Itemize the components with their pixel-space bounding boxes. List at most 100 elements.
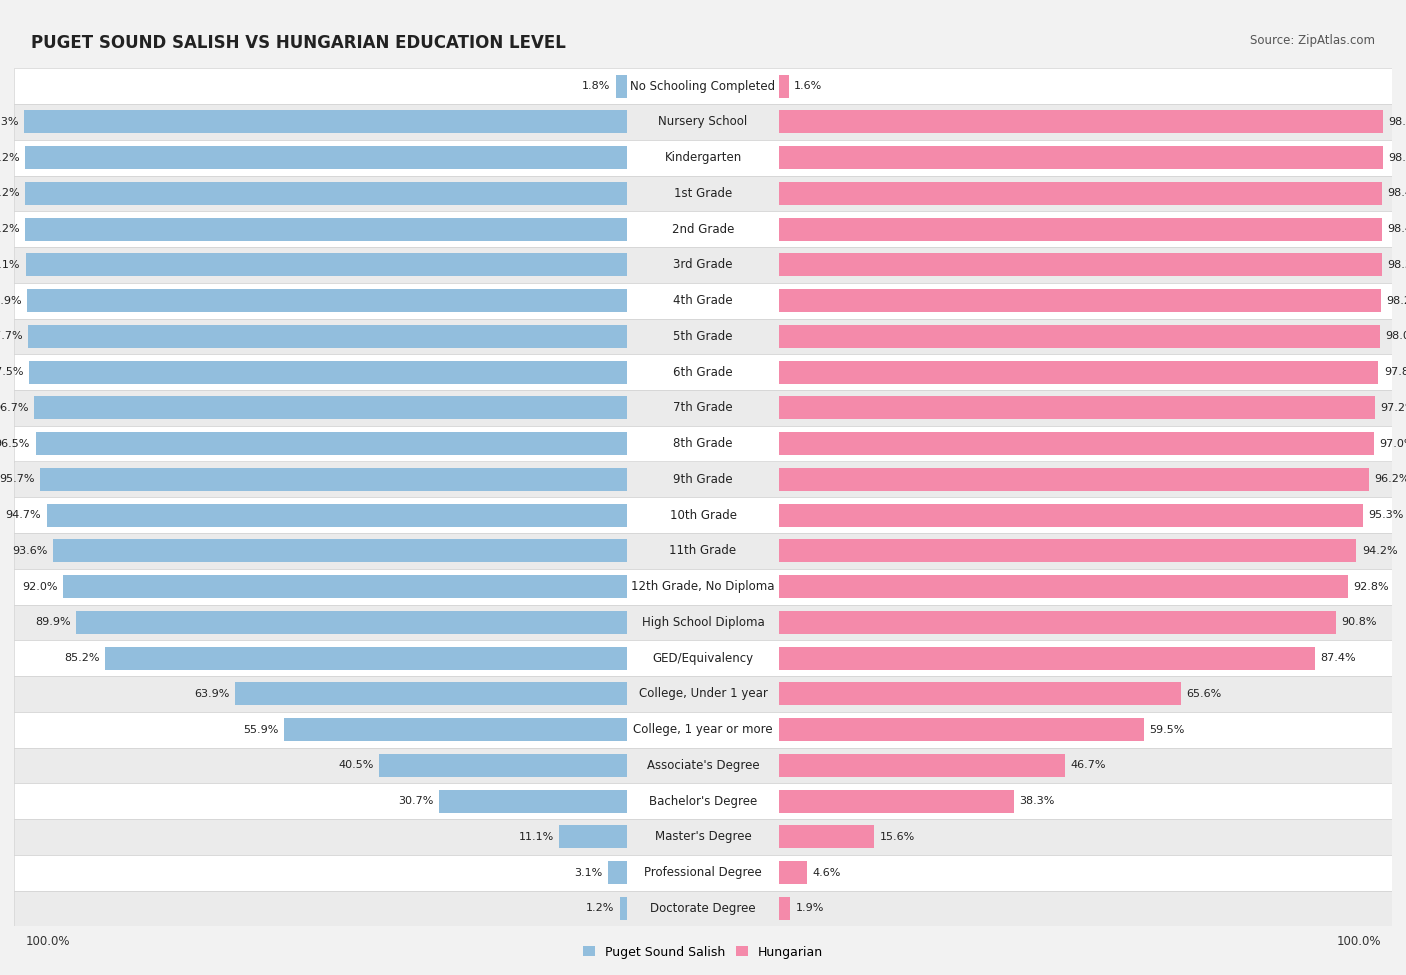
Bar bbox=[25, 146, 627, 170]
Bar bbox=[28, 325, 627, 348]
Text: 98.2%: 98.2% bbox=[0, 153, 20, 163]
Text: 11.1%: 11.1% bbox=[519, 832, 554, 841]
Bar bbox=[53, 539, 627, 563]
Text: 95.7%: 95.7% bbox=[0, 475, 35, 485]
Bar bbox=[14, 783, 1392, 819]
Text: 1st Grade: 1st Grade bbox=[673, 187, 733, 200]
Bar bbox=[779, 181, 1382, 205]
Text: 98.5%: 98.5% bbox=[1388, 153, 1406, 163]
Text: Professional Degree: Professional Degree bbox=[644, 866, 762, 879]
Text: 55.9%: 55.9% bbox=[243, 724, 278, 734]
Bar bbox=[14, 212, 1392, 247]
Text: 8th Grade: 8th Grade bbox=[673, 437, 733, 450]
Text: 98.2%: 98.2% bbox=[0, 188, 20, 198]
Text: 97.0%: 97.0% bbox=[1379, 439, 1406, 448]
Text: Bachelor's Degree: Bachelor's Degree bbox=[650, 795, 756, 807]
Text: Doctorate Degree: Doctorate Degree bbox=[650, 902, 756, 915]
Bar bbox=[779, 146, 1382, 170]
Bar bbox=[34, 396, 627, 419]
Text: 98.2%: 98.2% bbox=[0, 224, 20, 234]
Bar bbox=[779, 646, 1315, 670]
Text: 63.9%: 63.9% bbox=[194, 689, 231, 699]
Text: 1.8%: 1.8% bbox=[582, 81, 610, 91]
Text: 97.7%: 97.7% bbox=[0, 332, 22, 341]
Bar bbox=[14, 533, 1392, 568]
Text: 2nd Grade: 2nd Grade bbox=[672, 222, 734, 236]
Bar bbox=[378, 754, 627, 777]
Bar bbox=[25, 254, 627, 277]
Bar bbox=[560, 825, 627, 848]
Bar bbox=[14, 819, 1392, 855]
Bar bbox=[779, 361, 1378, 384]
Bar bbox=[25, 181, 627, 205]
Legend: Puget Sound Salish, Hungarian: Puget Sound Salish, Hungarian bbox=[583, 946, 823, 958]
Bar bbox=[14, 390, 1392, 426]
Text: 98.5%: 98.5% bbox=[1388, 117, 1406, 127]
Bar bbox=[779, 897, 790, 920]
Text: 96.5%: 96.5% bbox=[0, 439, 30, 448]
Text: 1.6%: 1.6% bbox=[794, 81, 823, 91]
Text: 9th Grade: 9th Grade bbox=[673, 473, 733, 486]
Text: 30.7%: 30.7% bbox=[398, 797, 433, 806]
Bar bbox=[24, 110, 627, 134]
Text: 89.9%: 89.9% bbox=[35, 617, 70, 627]
Bar bbox=[779, 468, 1368, 491]
Bar bbox=[779, 217, 1382, 241]
Bar bbox=[779, 74, 789, 98]
Text: 38.3%: 38.3% bbox=[1019, 797, 1054, 806]
Bar bbox=[14, 139, 1392, 176]
Text: 97.2%: 97.2% bbox=[1381, 403, 1406, 412]
Text: High School Diploma: High School Diploma bbox=[641, 616, 765, 629]
Bar bbox=[609, 861, 627, 884]
Bar bbox=[779, 754, 1066, 777]
Text: 87.4%: 87.4% bbox=[1320, 653, 1355, 663]
Text: 10th Grade: 10th Grade bbox=[669, 509, 737, 522]
Text: 3.1%: 3.1% bbox=[575, 868, 603, 878]
Text: 97.5%: 97.5% bbox=[0, 368, 24, 377]
Text: 98.0%: 98.0% bbox=[1385, 332, 1406, 341]
Text: 95.3%: 95.3% bbox=[1368, 510, 1405, 520]
Bar bbox=[14, 676, 1392, 712]
Bar bbox=[779, 503, 1364, 526]
Bar bbox=[779, 325, 1379, 348]
Text: 93.6%: 93.6% bbox=[13, 546, 48, 556]
Text: 11th Grade: 11th Grade bbox=[669, 544, 737, 558]
Bar bbox=[14, 712, 1392, 748]
Bar bbox=[14, 461, 1392, 497]
Text: Associate's Degree: Associate's Degree bbox=[647, 759, 759, 772]
Bar bbox=[779, 396, 1375, 419]
Bar bbox=[14, 354, 1392, 390]
Text: 98.4%: 98.4% bbox=[1388, 188, 1406, 198]
Text: 98.3%: 98.3% bbox=[1388, 260, 1406, 270]
Bar bbox=[14, 176, 1392, 212]
Text: 92.8%: 92.8% bbox=[1354, 582, 1389, 592]
Text: GED/Equivalency: GED/Equivalency bbox=[652, 651, 754, 665]
Bar bbox=[779, 790, 1014, 813]
Bar bbox=[779, 718, 1143, 741]
Text: 97.9%: 97.9% bbox=[0, 295, 21, 305]
Bar bbox=[779, 539, 1357, 563]
Text: 12th Grade, No Diploma: 12th Grade, No Diploma bbox=[631, 580, 775, 593]
Text: 4.6%: 4.6% bbox=[813, 868, 841, 878]
Text: 15.6%: 15.6% bbox=[880, 832, 915, 841]
Text: 65.6%: 65.6% bbox=[1187, 689, 1222, 699]
Bar bbox=[14, 568, 1392, 604]
Text: 100.0%: 100.0% bbox=[25, 935, 70, 948]
Bar bbox=[14, 748, 1392, 783]
Bar bbox=[779, 682, 1181, 706]
Text: 100.0%: 100.0% bbox=[1336, 935, 1381, 948]
Bar bbox=[14, 855, 1392, 890]
Bar bbox=[30, 361, 627, 384]
Bar bbox=[46, 503, 627, 526]
Bar bbox=[14, 319, 1392, 354]
Text: 94.7%: 94.7% bbox=[6, 510, 41, 520]
Bar bbox=[14, 104, 1392, 139]
Text: 1.9%: 1.9% bbox=[796, 904, 824, 914]
Bar bbox=[439, 790, 627, 813]
Bar bbox=[14, 283, 1392, 319]
Bar bbox=[779, 575, 1348, 599]
Text: 3rd Grade: 3rd Grade bbox=[673, 258, 733, 271]
Bar bbox=[779, 610, 1336, 634]
Text: 6th Grade: 6th Grade bbox=[673, 366, 733, 378]
Text: Nursery School: Nursery School bbox=[658, 115, 748, 129]
